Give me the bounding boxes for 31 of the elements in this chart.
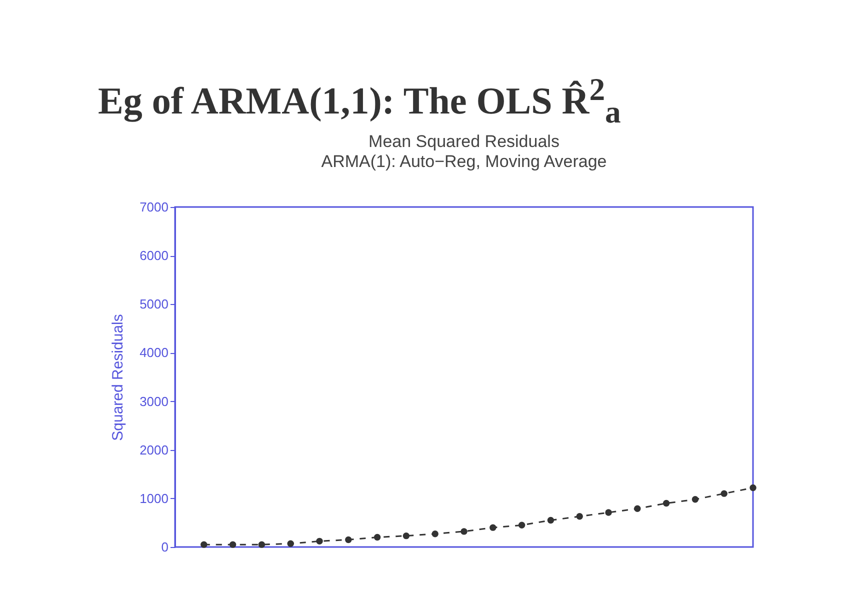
point bbox=[692, 496, 699, 503]
point bbox=[605, 509, 612, 516]
y-tick-label: 7000 bbox=[140, 200, 168, 214]
point bbox=[750, 484, 756, 492]
y-tick-label: 6000 bbox=[140, 248, 168, 264]
point bbox=[200, 541, 208, 548]
y-tick-label: 3000 bbox=[140, 394, 168, 409]
point bbox=[460, 528, 468, 535]
chart-title: Mean Squared Residuals bbox=[368, 132, 560, 151]
point bbox=[634, 505, 641, 512]
point bbox=[576, 513, 583, 520]
point bbox=[662, 500, 670, 507]
point bbox=[432, 530, 438, 538]
point bbox=[490, 524, 496, 531]
y-tick-label: 2000 bbox=[140, 442, 168, 458]
point bbox=[518, 522, 526, 528]
y-axis-title: Squared Residuals bbox=[110, 314, 127, 441]
y-tick-label: 5000 bbox=[140, 296, 168, 312]
point bbox=[258, 541, 266, 548]
y-tick-label: 0 bbox=[161, 540, 168, 554]
point bbox=[402, 532, 410, 540]
point bbox=[547, 516, 554, 524]
chart-subtitle: ARMA(1): Auto−Reg, Moving Average bbox=[321, 152, 607, 171]
y-tick-label: 1000 bbox=[140, 490, 168, 506]
point bbox=[316, 538, 323, 545]
point bbox=[345, 536, 352, 544]
point bbox=[374, 534, 381, 541]
point bbox=[720, 490, 728, 497]
y-tick-label: 4000 bbox=[140, 345, 168, 360]
point bbox=[229, 541, 236, 548]
point bbox=[287, 540, 294, 547]
